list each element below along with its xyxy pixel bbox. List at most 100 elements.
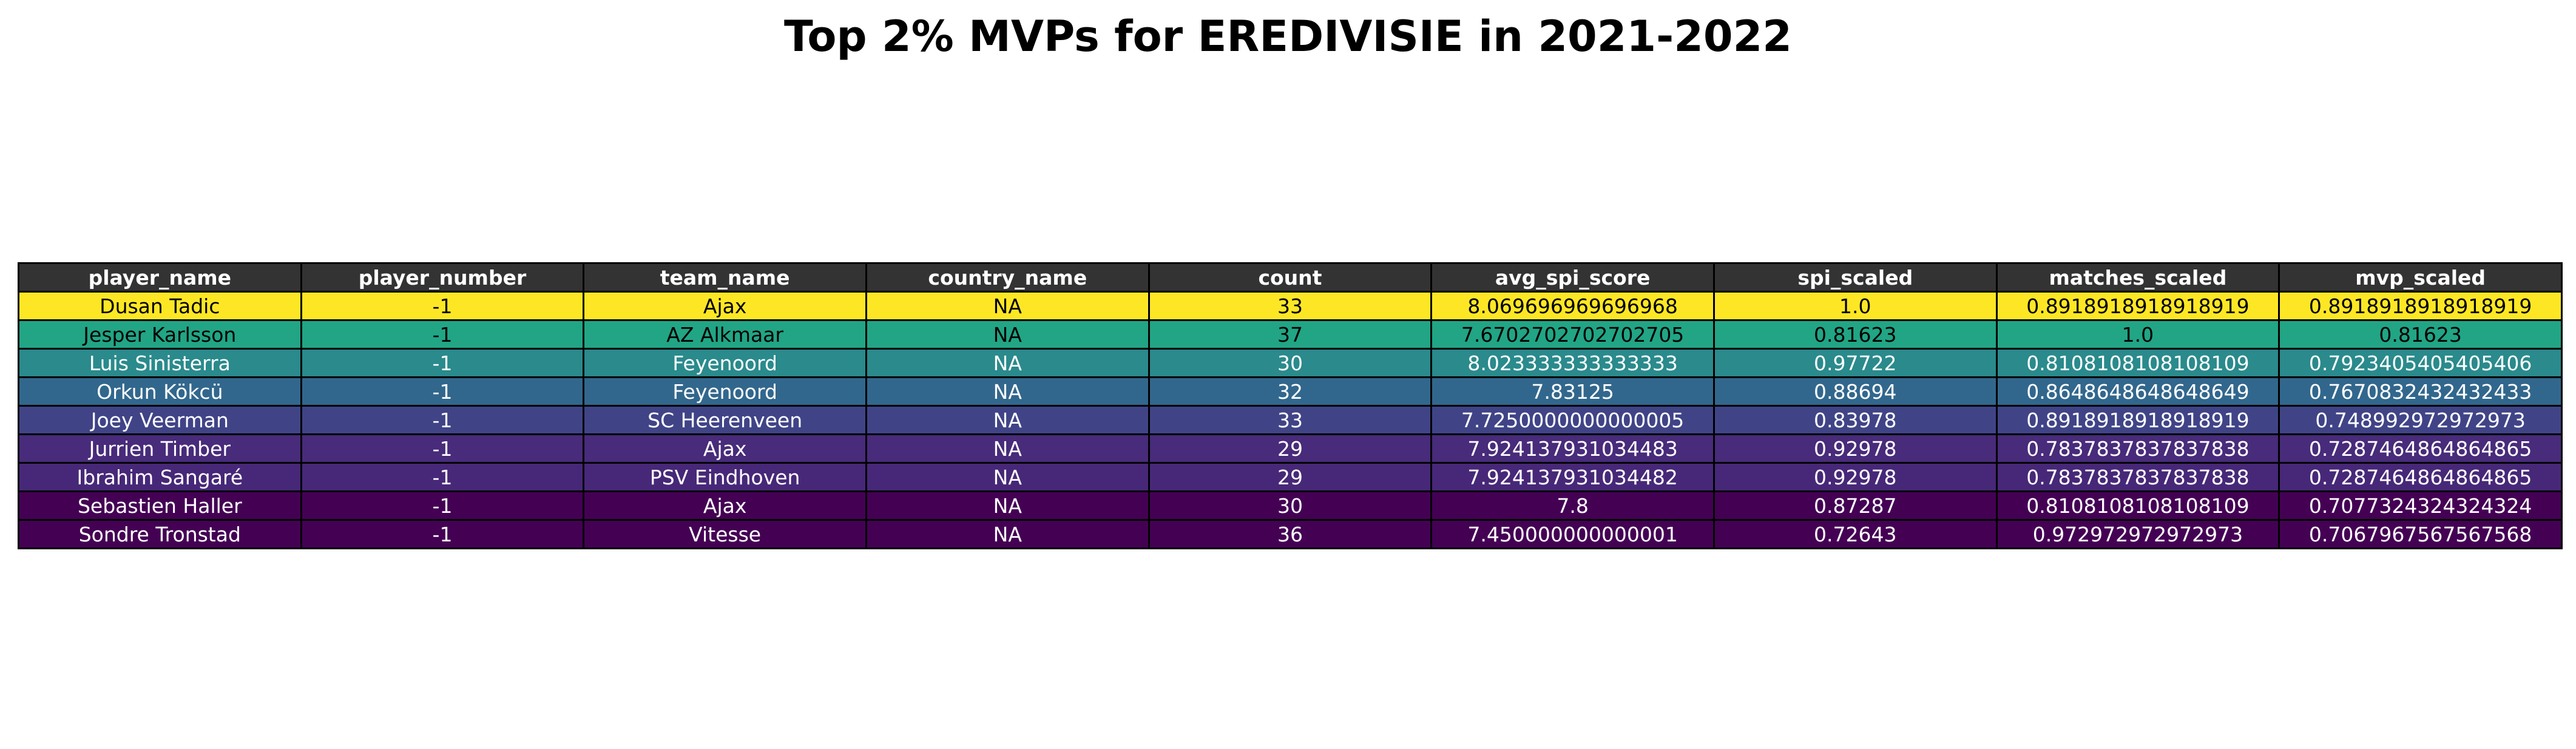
table-cell-avg-spi-score: 7.450000000000001 <box>1430 519 1715 549</box>
column-header: matches_scaled <box>1995 262 2280 293</box>
table-row: Joey Veerman -1 SC Heerenveen NA 33 7.7250000… <box>18 405 2563 435</box>
table-cell-spi-scaled: 0.87287 <box>1712 490 1998 521</box>
mvp-table: player_name player_number team_name coun… <box>18 262 2563 549</box>
table-cell-matches-scaled: 0.972972972972973 <box>1995 519 2280 549</box>
table-cell-player-number: -1 <box>300 433 585 464</box>
table-cell-matches-scaled: 0.8108108108108109 <box>1995 490 2280 521</box>
table-header-row: player_name player_number team_name coun… <box>18 262 2563 293</box>
table-cell-player-number: -1 <box>300 291 585 321</box>
table-cell-count: 30 <box>1148 348 1433 378</box>
table-cell-player-name: Jurrien Timber <box>18 433 302 464</box>
table-cell-spi-scaled: 0.81623 <box>1712 319 1998 350</box>
table-cell-player-number: -1 <box>300 348 585 378</box>
table-cell-player-number: -1 <box>300 405 585 435</box>
table-cell-count: 30 <box>1148 490 1433 521</box>
table-cell-country-name: NA <box>865 376 1150 407</box>
table-row: Dusan Tadic -1 Ajax NA 33 8.069696969696968 1.… <box>18 291 2563 321</box>
table-cell-count: 29 <box>1148 462 1433 492</box>
table-cell-team-name: AZ Alkmaar <box>583 319 867 350</box>
table-row: Luis Sinisterra -1 Feyenoord NA 30 8.02333333… <box>18 348 2563 378</box>
table-cell-matches-scaled: 0.8108108108108109 <box>1995 348 2280 378</box>
table-cell-player-name: Ibrahim Sangaré <box>18 462 302 492</box>
table-cell-team-name: Ajax <box>583 433 867 464</box>
table-cell-spi-scaled: 0.92978 <box>1712 462 1998 492</box>
table-cell-country-name: NA <box>865 319 1150 350</box>
table-cell-player-name: Joey Veerman <box>18 405 302 435</box>
table-cell-spi-scaled: 0.92978 <box>1712 433 1998 464</box>
table-cell-country-name: NA <box>865 519 1150 549</box>
column-header: mvp_scaled <box>2278 262 2563 293</box>
table-cell-mvp-scaled: 0.7287464864864865 <box>2278 433 2563 464</box>
table-cell-avg-spi-score: 7.83125 <box>1430 376 1715 407</box>
table-cell-team-name: Ajax <box>583 490 867 521</box>
table-cell-count: 33 <box>1148 291 1433 321</box>
table-cell-team-name: Vitesse <box>583 519 867 549</box>
column-header: country_name <box>865 262 1150 293</box>
table-cell-country-name: NA <box>865 462 1150 492</box>
table-cell-country-name: NA <box>865 291 1150 321</box>
table-cell-spi-scaled: 1.0 <box>1712 291 1998 321</box>
table-cell-matches-scaled: 0.7837837837837838 <box>1995 433 2280 464</box>
table-cell-country-name: NA <box>865 490 1150 521</box>
table-cell-count: 37 <box>1148 319 1433 350</box>
table-cell-player-name: Sebastien Haller <box>18 490 302 521</box>
table-cell-mvp-scaled: 0.7077324324324324 <box>2278 490 2563 521</box>
table-cell-player-name: Orkun Kökcü <box>18 376 302 407</box>
mvp-table-container: player_name player_number team_name coun… <box>18 262 2563 549</box>
table-cell-spi-scaled: 0.88694 <box>1712 376 1998 407</box>
table-cell-avg-spi-score: 7.924137931034483 <box>1430 433 1715 464</box>
table-cell-player-number: -1 <box>300 319 585 350</box>
table-cell-avg-spi-score: 7.924137931034482 <box>1430 462 1715 492</box>
table-cell-mvp-scaled: 0.7067967567567568 <box>2278 519 2563 549</box>
table-cell-mvp-scaled: 0.7287464864864865 <box>2278 462 2563 492</box>
table-cell-avg-spi-score: 8.069696969696968 <box>1430 291 1715 321</box>
table-cell-spi-scaled: 0.97722 <box>1712 348 1998 378</box>
table-cell-avg-spi-score: 7.6702702702702705 <box>1430 319 1715 350</box>
table-cell-matches-scaled: 0.8648648648648649 <box>1995 376 2280 407</box>
column-header: team_name <box>583 262 867 293</box>
table-cell-matches-scaled: 1.0 <box>1995 319 2280 350</box>
table-cell-avg-spi-score: 8.023333333333333 <box>1430 348 1715 378</box>
table-cell-country-name: NA <box>865 433 1150 464</box>
table-row: Sondre Tronstad -1 Vitesse NA 36 7.4500000000… <box>18 519 2563 549</box>
column-header: player_name <box>18 262 302 293</box>
table-cell-team-name: Feyenoord <box>583 348 867 378</box>
table-cell-player-number: -1 <box>300 519 585 549</box>
column-header: player_number <box>300 262 585 293</box>
table-cell-avg-spi-score: 7.7250000000000005 <box>1430 405 1715 435</box>
table-cell-count: 32 <box>1148 376 1433 407</box>
table-cell-team-name: SC Heerenveen <box>583 405 867 435</box>
table-row: Orkun Kökcü -1 Feyenoord NA 32 7.83125 0.88694… <box>18 376 2563 407</box>
column-header: spi_scaled <box>1712 262 1998 293</box>
table-cell-mvp-scaled: 0.748992972972973 <box>2278 405 2563 435</box>
table-cell-team-name: Feyenoord <box>583 376 867 407</box>
table-cell-matches-scaled: 0.8918918918918919 <box>1995 291 2280 321</box>
table-cell-mvp-scaled: 0.8918918918918919 <box>2278 291 2563 321</box>
table-cell-player-name: Sondre Tronstad <box>18 519 302 549</box>
table-cell-count: 29 <box>1148 433 1433 464</box>
column-header: avg_spi_score <box>1430 262 1715 293</box>
table-cell-player-name: Jesper Karlsson <box>18 319 302 350</box>
chart-title: Top 2% MVPs for EREDIVISIE in 2021-2022 <box>783 12 1793 61</box>
table-cell-team-name: PSV Eindhoven <box>583 462 867 492</box>
table-cell-count: 36 <box>1148 519 1433 549</box>
table-cell-player-name: Luis Sinisterra <box>18 348 302 378</box>
table-cell-country-name: NA <box>865 348 1150 378</box>
table-cell-matches-scaled: 0.8918918918918919 <box>1995 405 2280 435</box>
table-row: Ibrahim Sangaré -1 PSV Eindhoven NA 29 7.9241… <box>18 462 2563 492</box>
table-cell-mvp-scaled: 0.81623 <box>2278 319 2563 350</box>
table-cell-avg-spi-score: 7.8 <box>1430 490 1715 521</box>
table-cell-mvp-scaled: 0.7670832432432433 <box>2278 376 2563 407</box>
table-cell-mvp-scaled: 0.7923405405405406 <box>2278 348 2563 378</box>
table-body: Dusan Tadic -1 Ajax NA 33 8.069696969696968 1.… <box>18 291 2563 549</box>
table-cell-matches-scaled: 0.7837837837837838 <box>1995 462 2280 492</box>
table-cell-team-name: Ajax <box>583 291 867 321</box>
table-cell-spi-scaled: 0.72643 <box>1712 519 1998 549</box>
table-cell-spi-scaled: 0.83978 <box>1712 405 1998 435</box>
table-cell-country-name: NA <box>865 405 1150 435</box>
column-header: count <box>1148 262 1433 293</box>
table-cell-player-number: -1 <box>300 376 585 407</box>
table-row: Sebastien Haller -1 Ajax NA 30 7.8 0.87287 0.81… <box>18 490 2563 521</box>
table-cell-player-number: -1 <box>300 490 585 521</box>
table-row: Jurrien Timber -1 Ajax NA 29 7.92413793103448… <box>18 433 2563 464</box>
